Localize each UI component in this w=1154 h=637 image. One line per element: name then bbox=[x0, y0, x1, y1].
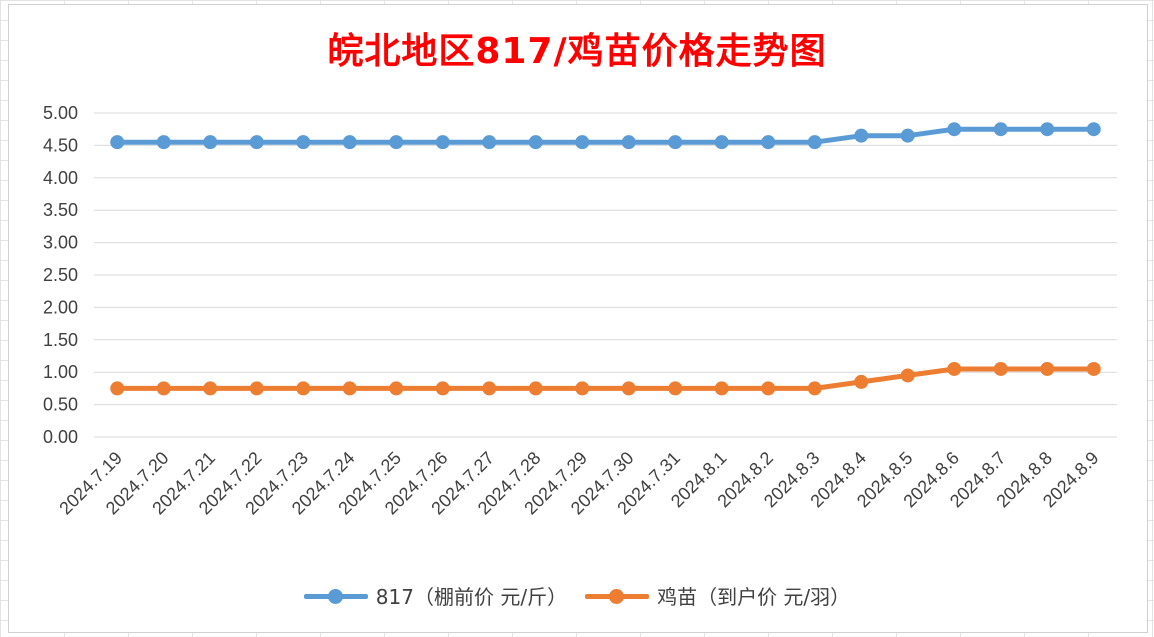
data-point-chick bbox=[1040, 361, 1055, 376]
data-point-817 bbox=[1040, 122, 1055, 137]
data-point-chick bbox=[1086, 361, 1101, 376]
data-point-817 bbox=[807, 135, 822, 150]
y-tick-label: 0.00 bbox=[43, 427, 78, 447]
data-point-chick bbox=[575, 381, 590, 396]
y-tick-label: 3.50 bbox=[43, 200, 78, 220]
series-line-817 bbox=[114, 126, 1097, 145]
data-point-817 bbox=[854, 128, 869, 143]
data-point-817 bbox=[342, 135, 357, 150]
legend-label-817: 817（棚前价 元/斤） bbox=[375, 585, 568, 609]
data-point-817 bbox=[761, 135, 776, 150]
data-point-chick bbox=[761, 381, 776, 396]
series-layer bbox=[110, 122, 1101, 396]
data-point-817 bbox=[435, 135, 450, 150]
data-point-817 bbox=[249, 135, 264, 150]
y-tick-label: 1.00 bbox=[43, 362, 78, 382]
x-axis-tick-labels: 2024.7.192024.7.202024.7.212024.7.222024… bbox=[55, 448, 1102, 519]
y-tick-label: 4.00 bbox=[43, 168, 78, 188]
chart-area[interactable] bbox=[8, 4, 1148, 633]
legend: 817（棚前价 元/斤） 鸡苗（到户价 元/羽） bbox=[0, 581, 1154, 610]
data-point-chick bbox=[110, 381, 125, 396]
chart-title: 皖北地区817/鸡苗价格走势图 bbox=[327, 31, 827, 72]
data-point-chick bbox=[900, 368, 915, 383]
data-point-817 bbox=[389, 135, 404, 150]
legend-item-817[interactable]: 817（棚前价 元/斤） bbox=[303, 581, 568, 610]
data-point-chick bbox=[203, 381, 218, 396]
legend-swatch-chick bbox=[585, 588, 650, 604]
data-point-chick bbox=[435, 381, 450, 396]
data-point-chick bbox=[621, 381, 636, 396]
data-point-817 bbox=[110, 135, 125, 150]
data-point-chick bbox=[528, 381, 543, 396]
y-tick-label: 3.00 bbox=[43, 233, 78, 253]
data-point-chick bbox=[482, 381, 497, 396]
data-point-chick bbox=[342, 381, 357, 396]
y-axis-tick-labels: 0.00 0.50 1.00 1.50 2.00 2.50 3.00 3.50 4.00 4.50… bbox=[43, 103, 78, 447]
data-point-817 bbox=[621, 135, 636, 150]
y-tick-label: 2.50 bbox=[43, 265, 78, 285]
data-point-817 bbox=[482, 135, 497, 150]
data-point-817 bbox=[296, 135, 311, 150]
y-tick-label: 2.00 bbox=[43, 297, 78, 317]
data-point-chick bbox=[389, 381, 404, 396]
data-point-817 bbox=[575, 135, 590, 150]
data-point-817 bbox=[1086, 122, 1101, 137]
data-point-817 bbox=[668, 135, 683, 150]
legend-swatch-817 bbox=[303, 588, 368, 604]
data-point-chick bbox=[249, 381, 264, 396]
data-point-chick bbox=[854, 374, 869, 389]
y-tick-label: 1.50 bbox=[43, 330, 78, 350]
legend-label-chick: 鸡苗（到户价 元/羽） bbox=[657, 585, 851, 609]
data-point-817 bbox=[993, 122, 1008, 137]
data-point-chick bbox=[807, 381, 822, 396]
data-point-chick bbox=[993, 361, 1008, 376]
data-point-817 bbox=[528, 135, 543, 150]
data-point-chick bbox=[296, 381, 311, 396]
data-point-817 bbox=[714, 135, 729, 150]
data-point-817 bbox=[947, 122, 962, 137]
data-point-817 bbox=[900, 128, 915, 143]
data-point-817 bbox=[156, 135, 171, 150]
y-tick-label: 4.50 bbox=[43, 135, 78, 155]
data-point-817 bbox=[203, 135, 218, 150]
legend-item-chick[interactable]: 鸡苗（到户价 元/羽） bbox=[585, 581, 850, 610]
data-point-chick bbox=[714, 381, 729, 396]
series-line-chick bbox=[114, 366, 1097, 391]
data-point-chick bbox=[668, 381, 683, 396]
y-tick-label: 5.00 bbox=[43, 103, 78, 123]
gridlines bbox=[94, 112, 1117, 438]
data-point-chick bbox=[156, 381, 171, 396]
data-point-chick bbox=[947, 361, 962, 376]
y-tick-label: 0.50 bbox=[43, 395, 78, 415]
